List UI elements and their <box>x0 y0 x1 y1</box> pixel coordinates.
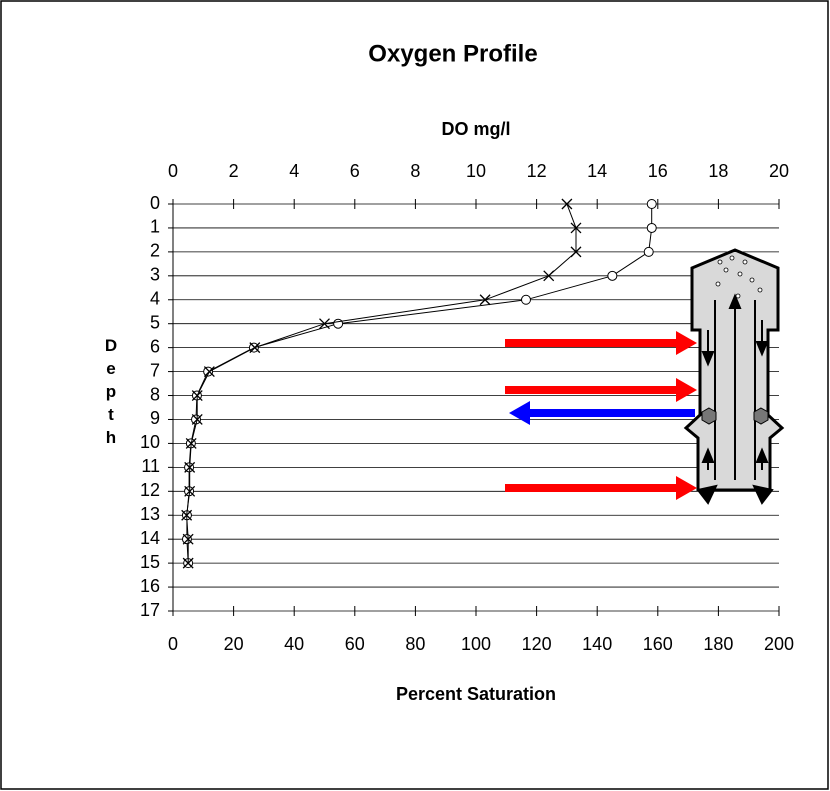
x-tick-label: 0 <box>168 634 178 654</box>
x2-tick-label: 12 <box>527 161 547 181</box>
point <box>184 485 196 497</box>
point <box>646 222 657 233</box>
x-tick-label: 120 <box>522 634 552 654</box>
y-tick-label: 5 <box>150 312 160 332</box>
y-tick-label: 11 <box>141 456 160 476</box>
point <box>643 246 654 257</box>
x-tick-label: 60 <box>345 634 365 654</box>
x-tick-label: 20 <box>224 634 244 654</box>
chart-title: Oxygen Profile <box>368 40 537 67</box>
point <box>646 199 657 209</box>
x2-tick-label: 16 <box>648 161 668 181</box>
point <box>191 414 203 425</box>
point <box>543 270 555 282</box>
y-tick-label: 12 <box>140 480 160 500</box>
point <box>203 366 214 377</box>
y-tick-label: 10 <box>140 432 160 452</box>
y-tick-label: 2 <box>150 241 160 261</box>
point <box>570 222 582 234</box>
x2-tick-label: 2 <box>229 161 239 181</box>
y-tick-label: 13 <box>140 504 160 524</box>
bubbles <box>715 255 763 299</box>
x-tick-label: 100 <box>461 634 491 654</box>
point <box>203 366 215 378</box>
point <box>185 437 197 449</box>
y-tick-label: 3 <box>150 265 160 285</box>
x2-tick-label: 20 <box>769 161 789 181</box>
x-tick-label: 140 <box>582 634 612 654</box>
point <box>479 294 491 306</box>
point <box>182 557 194 569</box>
x2-axis-label: DO mg/l <box>441 119 510 139</box>
x-axis-label: Percent Saturation <box>396 684 556 704</box>
point <box>520 294 531 305</box>
x2-tick-label: 0 <box>168 161 178 181</box>
point <box>182 533 194 545</box>
point <box>184 461 196 473</box>
x-tick-label: 80 <box>405 634 425 654</box>
y-tick-label: 1 <box>150 217 160 237</box>
x2-tick-label: 8 <box>410 161 420 181</box>
valve <box>701 407 717 425</box>
y-tick-label: 8 <box>150 384 160 404</box>
x2-tick-label: 18 <box>708 161 728 181</box>
point <box>607 270 618 281</box>
x-tick-label: 200 <box>764 634 794 654</box>
y-tick-label: 0 <box>150 193 160 213</box>
point <box>181 509 193 521</box>
x2-tick-label: 14 <box>587 161 607 181</box>
reservoir-diagram <box>505 248 785 505</box>
y-tick-label: 4 <box>150 289 160 309</box>
point <box>191 390 203 401</box>
x2-tick-label: 10 <box>466 161 486 181</box>
x-tick-label: 40 <box>284 634 304 654</box>
x2-tick-label: 4 <box>289 161 299 181</box>
y-tick-label: 6 <box>150 336 160 356</box>
flow-arrows <box>696 293 774 505</box>
y-tick-label: 16 <box>140 576 160 596</box>
y-tick-label: 7 <box>150 360 160 380</box>
point <box>319 318 330 330</box>
series-line <box>186 203 577 564</box>
point <box>333 318 344 329</box>
x-tick-label: 180 <box>703 634 733 654</box>
inflow-arrows <box>505 331 697 500</box>
y-tick-label: 17 <box>140 600 160 620</box>
point <box>181 534 192 545</box>
point <box>570 246 582 258</box>
y-axis-label: Depth <box>104 336 118 447</box>
point <box>249 342 261 354</box>
x2-tick-label: 6 <box>350 161 360 181</box>
x-tick-label: 160 <box>643 634 673 654</box>
y-tick-label: 15 <box>140 552 160 572</box>
y-tick-label: 9 <box>150 408 160 428</box>
valve <box>753 407 769 425</box>
point <box>561 198 573 210</box>
y-tick-label: 14 <box>140 528 160 548</box>
